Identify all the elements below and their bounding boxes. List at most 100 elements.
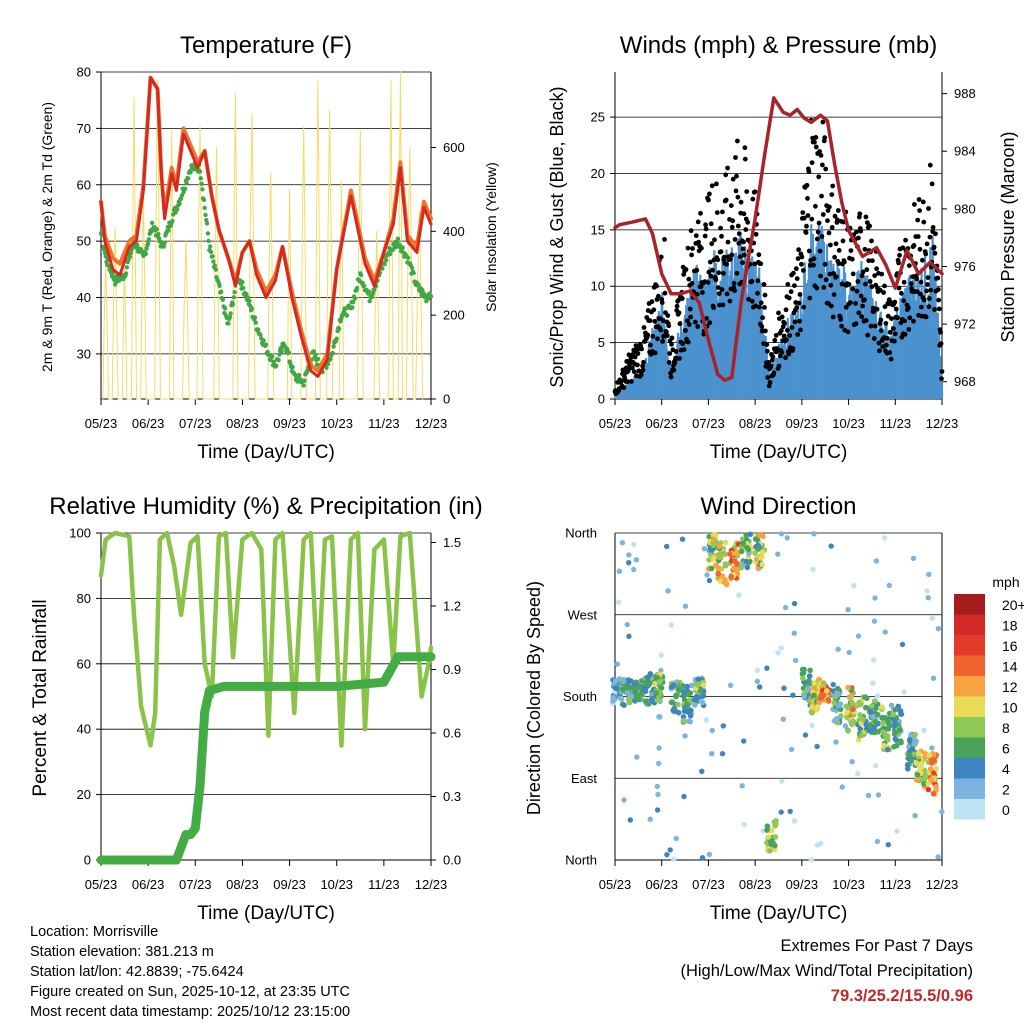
wind-gust-point <box>883 321 889 326</box>
direction-point <box>871 729 878 736</box>
wind-gust-point <box>768 363 774 369</box>
wind-gust-point <box>669 341 674 347</box>
direction-point <box>811 531 817 537</box>
dewpoint-point <box>149 229 154 235</box>
wind-gust-point <box>787 333 793 338</box>
wind-gust-point <box>716 270 722 276</box>
direction-point <box>933 784 939 790</box>
wind-gust-point <box>830 314 836 320</box>
direction-point <box>885 842 891 848</box>
direction-point <box>764 665 770 671</box>
direction-point <box>680 714 687 720</box>
direction-point <box>781 685 787 691</box>
direction-point <box>653 690 659 696</box>
temperature-y2tick-label: 400 <box>443 224 465 239</box>
direction-point <box>792 657 799 664</box>
temp-2m-series <box>99 76 433 378</box>
wind-gust-point <box>687 306 693 312</box>
direction-point <box>897 708 904 714</box>
dewpoint-point <box>263 342 269 347</box>
direction-point <box>728 573 734 580</box>
direction-point <box>625 697 632 703</box>
wind-gust-point <box>794 276 800 281</box>
winds-y2tick-label: 972 <box>954 317 976 332</box>
wind-gust-point <box>825 218 830 224</box>
direction-point <box>870 713 876 720</box>
wind-gust-point <box>805 196 810 201</box>
direction-point <box>706 577 713 584</box>
dewpoint-point <box>253 320 258 325</box>
direction-xtick-label: 12/23 <box>926 877 959 892</box>
wind-gust-point <box>658 254 664 260</box>
wind-gust-point <box>766 383 772 389</box>
direction-point <box>643 680 649 687</box>
wind-gust-point <box>782 321 787 326</box>
direction-point <box>685 718 692 724</box>
direction-point <box>656 679 663 685</box>
winds-xtick-label: 12/23 <box>926 416 959 431</box>
direction-point <box>828 543 834 549</box>
wind-gust-point <box>735 194 741 200</box>
legend-swatch <box>954 594 985 615</box>
wind-gust-point <box>814 236 820 242</box>
direction-point <box>820 692 827 698</box>
dewpoint-point <box>311 349 317 354</box>
legend-swatch <box>954 614 985 635</box>
wind-gust-point <box>901 298 907 304</box>
direction-point <box>899 641 906 648</box>
wind-gust-point <box>715 257 721 263</box>
wind-gust-point <box>897 252 902 258</box>
wind-gust-point <box>738 199 744 205</box>
direction-point <box>668 622 675 628</box>
wind-gust-point <box>671 367 677 373</box>
winds-y2tick-label: 984 <box>954 144 976 159</box>
direction-point <box>631 681 638 687</box>
wind-gust-point <box>863 318 869 323</box>
wind-gust-point <box>835 208 841 213</box>
winds-xtick-label: 06/23 <box>645 416 678 431</box>
dewpoint-point <box>416 282 421 287</box>
direction-point <box>833 739 839 745</box>
direction-point <box>680 718 687 724</box>
direction-point <box>700 682 707 688</box>
wind-gust-point <box>706 269 712 275</box>
wind-gust-point <box>806 248 812 254</box>
wind-gust-point <box>732 237 738 242</box>
direction-point <box>626 552 632 558</box>
direction-point <box>616 599 622 605</box>
legend-label: 14 <box>1002 659 1018 675</box>
humidity-y2tick-label: 0.3 <box>443 789 461 804</box>
wind-gust-point <box>804 182 810 188</box>
wind-gust-point <box>755 290 760 296</box>
wind-gust-point <box>667 351 673 356</box>
wind-gust-point <box>854 288 860 294</box>
winds-plot <box>612 96 945 399</box>
dewpoint-point <box>366 289 372 294</box>
wind-gust-point <box>676 297 681 303</box>
direction-point <box>709 751 715 757</box>
direction-point <box>682 603 689 609</box>
dewpoint-point <box>352 296 357 301</box>
dewpoint-point <box>384 258 389 263</box>
dewpoint-point <box>128 250 134 256</box>
dewpoint-point <box>324 365 329 370</box>
direction-point <box>664 852 670 858</box>
wind-gust-point <box>698 210 703 216</box>
direction-point <box>855 770 861 777</box>
direction-point <box>682 733 688 739</box>
wind-gust-point <box>664 329 669 335</box>
wind-gust-point <box>892 338 897 344</box>
wind-gust-point <box>856 235 861 241</box>
direction-point <box>699 699 706 706</box>
wind-gust-point <box>820 212 826 217</box>
dewpoint-point <box>258 332 263 338</box>
dewpoint-point <box>313 352 318 357</box>
wind-gust-point <box>707 259 713 265</box>
wind-gust-point <box>668 370 673 376</box>
direction-point <box>675 701 681 708</box>
dewpoint-point <box>290 364 295 370</box>
wind-gust-point <box>842 259 847 265</box>
humidity-xtick-label: 10/23 <box>320 877 353 892</box>
wind-gust-point <box>877 348 882 354</box>
wind-gust-point <box>656 293 661 299</box>
